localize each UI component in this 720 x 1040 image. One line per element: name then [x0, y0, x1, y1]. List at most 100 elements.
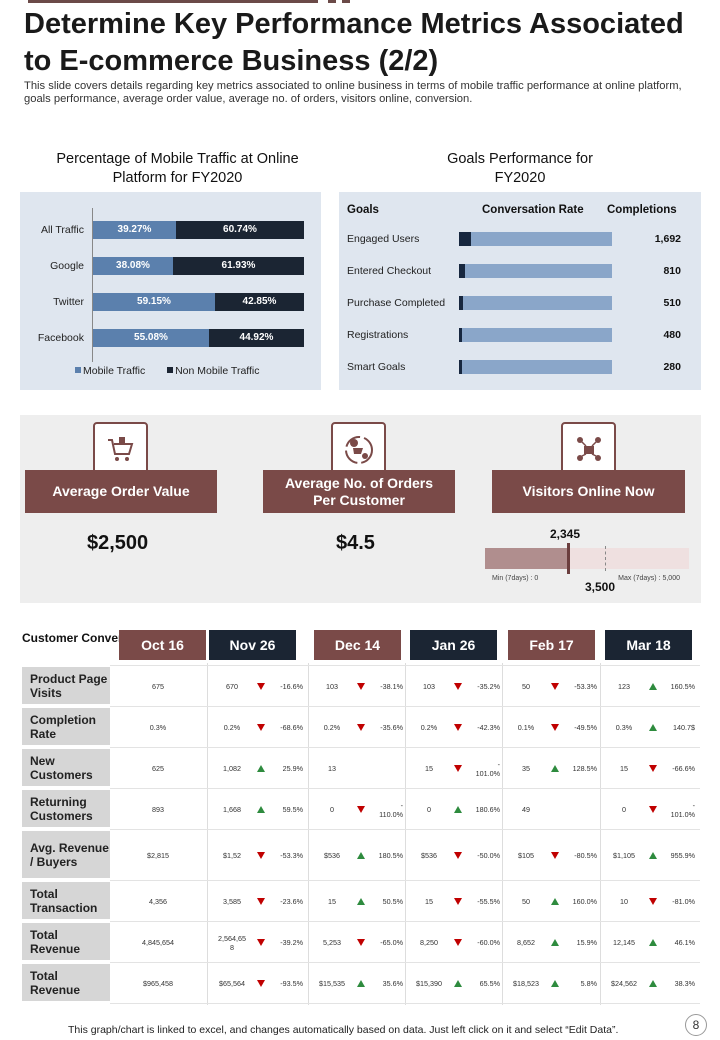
cell-change: - 101.0%	[475, 759, 500, 778]
trend-down-icon	[454, 764, 462, 772]
page-title: Determine Key Performance Metrics Associ…	[24, 8, 684, 77]
table-row	[110, 706, 700, 707]
bar-non-mobile[interactable]: 61.93%	[173, 257, 304, 275]
cell-change: -49.5%	[574, 723, 597, 732]
cell-value: $1,52	[223, 851, 241, 860]
table-row	[110, 880, 700, 881]
trend-down-icon	[551, 851, 559, 859]
cell-value: 49	[522, 805, 530, 814]
bar-row-all-traffic[interactable]: All Traffic 39.27% 60.74%	[10, 221, 310, 239]
cell-value: $15,535	[319, 979, 345, 988]
trend-down-icon	[649, 764, 657, 772]
cell-value: 670	[226, 682, 238, 691]
bar-mobile[interactable]: 55.08%	[93, 329, 209, 347]
bar-row-facebook[interactable]: Facebook 55.08% 44.92%	[10, 329, 310, 347]
cell-change: -66.6%	[672, 764, 695, 773]
bar-row-google[interactable]: Google 38.08% 61.93%	[10, 257, 310, 275]
cell-change: 15.9%	[576, 938, 597, 947]
goal-rate-track	[459, 264, 612, 278]
cell-value: 625	[152, 764, 164, 773]
visitors-gauge-marker	[567, 543, 570, 574]
trend-up-icon	[649, 979, 657, 987]
trend-up-icon	[357, 851, 365, 859]
bar-mobile[interactable]: 59.15%	[93, 293, 215, 311]
cell-value: $105	[518, 851, 534, 860]
legend-mobile-label: Mobile Traffic	[83, 365, 146, 377]
goal-completions: 1,692	[654, 233, 681, 245]
cell-change: -53.3%	[574, 682, 597, 691]
chart-legend: Mobile Traffic Non Mobile Traffic	[75, 364, 260, 378]
table-divider	[207, 663, 208, 1005]
goal-rate-track	[459, 296, 612, 310]
cell-value: 13	[328, 764, 336, 773]
cell-value: 35	[522, 764, 530, 773]
bar-non-mobile[interactable]: 60.74%	[176, 221, 304, 239]
cell-value: 50	[522, 682, 530, 691]
trend-up-icon	[551, 897, 559, 905]
column-header-nov-26: Nov 26	[209, 630, 296, 660]
cell-value: 12,145	[613, 938, 635, 947]
goal-label: Engaged Users	[347, 233, 420, 245]
cell-value: 0.2%	[323, 723, 341, 732]
page-number: 8	[685, 1014, 707, 1036]
cell-value: $24,562	[611, 979, 637, 988]
cell-value: 4,845,654	[142, 938, 174, 947]
cell-change: 128.5%	[572, 764, 597, 773]
trend-up-icon	[454, 805, 462, 813]
cell-change: 59.5%	[282, 805, 303, 814]
column-header-dec-14: Dec 14	[314, 630, 401, 660]
cell-value: 5,253	[323, 938, 341, 947]
cell-change: 955.9%	[670, 851, 695, 860]
conversion-row-label: Total Revenue	[22, 923, 110, 960]
bar-category-label: Twitter	[53, 296, 84, 308]
trend-down-icon	[551, 682, 559, 690]
table-row	[110, 665, 700, 666]
conversion-title: Customer Conversion	[22, 631, 147, 646]
cell-value: 15	[328, 897, 336, 906]
cell-value: 1,082	[223, 764, 241, 773]
cell-value: 15	[620, 764, 628, 773]
mobile-traffic-title: Percentage of Mobile Traffic at Online P…	[56, 151, 299, 186]
bar-non-mobile[interactable]: 42.85%	[215, 293, 304, 311]
chart-axis	[92, 208, 93, 362]
avg-order-value-label: Average Order Value	[25, 470, 217, 513]
bar-non-mobile[interactable]: 44.92%	[209, 329, 304, 347]
cell-change: -53.3%	[280, 851, 303, 860]
conversion-row-label: Product Page Visits	[22, 667, 110, 704]
cell-value: $65,564	[219, 979, 245, 988]
conversion-title-text: Customer Conversion	[22, 631, 148, 645]
goal-row: Registrations 480	[347, 326, 687, 344]
cell-value: $1,105	[613, 851, 635, 860]
trend-down-icon	[257, 851, 265, 859]
goal-row: Purchase Completed 510	[347, 294, 687, 312]
goal-completions: 480	[663, 329, 681, 341]
visitors-gauge-fill	[485, 548, 567, 569]
bar-mobile[interactable]: 39.27%	[93, 221, 176, 239]
trend-up-icon	[649, 682, 657, 690]
trend-up-icon	[551, 938, 559, 946]
trend-up-icon	[649, 851, 657, 859]
cell-value: 4,356	[149, 897, 167, 906]
cell-value: 0	[330, 805, 334, 814]
cell-value: 15	[425, 764, 433, 773]
conversion-row-label: New Customers	[22, 749, 110, 786]
cart-icon	[93, 422, 148, 477]
cell-change: -55.5%	[477, 897, 500, 906]
table-row	[110, 921, 700, 922]
cell-value: 103	[423, 682, 435, 691]
visitors-min-label: Min (7days) : 0	[492, 575, 539, 582]
cell-value: 123	[618, 682, 630, 691]
cell-change: -23.6%	[280, 897, 303, 906]
cell-change: -68.6%	[280, 723, 303, 732]
bar-row-twitter[interactable]: Twitter 59.15% 42.85%	[10, 293, 310, 311]
goal-rate-fill	[459, 296, 463, 310]
goals-header-completions: Completions	[607, 204, 677, 216]
goal-rate-track	[459, 232, 612, 246]
trend-up-icon	[257, 764, 265, 772]
trend-down-icon	[357, 938, 365, 946]
conversion-row-label: Total Revenue	[22, 964, 110, 1001]
order-cycle-icon	[331, 422, 386, 477]
trend-down-icon	[454, 938, 462, 946]
table-bottom-line	[110, 1003, 700, 1004]
bar-mobile[interactable]: 38.08%	[93, 257, 173, 275]
